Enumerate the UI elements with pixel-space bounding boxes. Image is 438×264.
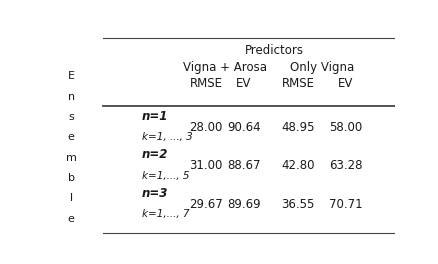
Text: s: s bbox=[68, 112, 74, 122]
Text: e: e bbox=[67, 214, 74, 224]
Text: E: E bbox=[67, 71, 74, 81]
Text: k=1,..., 7: k=1,..., 7 bbox=[141, 209, 189, 219]
Text: b: b bbox=[67, 173, 74, 183]
Text: n=2: n=2 bbox=[141, 148, 168, 161]
Text: 88.67: 88.67 bbox=[226, 159, 260, 172]
Text: Predictors: Predictors bbox=[244, 45, 303, 58]
Text: Only Vigna: Only Vigna bbox=[289, 61, 353, 74]
Text: n=3: n=3 bbox=[141, 187, 168, 200]
Text: 89.69: 89.69 bbox=[226, 198, 260, 211]
Text: 42.80: 42.80 bbox=[281, 159, 314, 172]
Text: EV: EV bbox=[236, 77, 251, 90]
Text: RMSE: RMSE bbox=[281, 77, 314, 90]
Text: m: m bbox=[66, 153, 77, 163]
Text: n: n bbox=[67, 92, 74, 102]
Text: RMSE: RMSE bbox=[189, 77, 222, 90]
Text: n=1: n=1 bbox=[141, 110, 168, 122]
Text: 90.64: 90.64 bbox=[226, 121, 260, 134]
Text: e: e bbox=[67, 132, 74, 142]
Text: 58.00: 58.00 bbox=[328, 121, 361, 134]
Text: EV: EV bbox=[337, 77, 353, 90]
Text: l: l bbox=[70, 193, 73, 203]
Text: Vigna + Arosa: Vigna + Arosa bbox=[183, 61, 266, 74]
Text: k=1, ..., 3: k=1, ..., 3 bbox=[141, 132, 192, 142]
Text: 70.71: 70.71 bbox=[328, 198, 362, 211]
Text: 29.67: 29.67 bbox=[189, 198, 223, 211]
Text: 28.00: 28.00 bbox=[189, 121, 223, 134]
Text: 63.28: 63.28 bbox=[328, 159, 362, 172]
Text: 36.55: 36.55 bbox=[281, 198, 314, 211]
Text: 31.00: 31.00 bbox=[189, 159, 223, 172]
Text: 48.95: 48.95 bbox=[281, 121, 314, 134]
Text: k=1,..., 5: k=1,..., 5 bbox=[141, 171, 189, 181]
